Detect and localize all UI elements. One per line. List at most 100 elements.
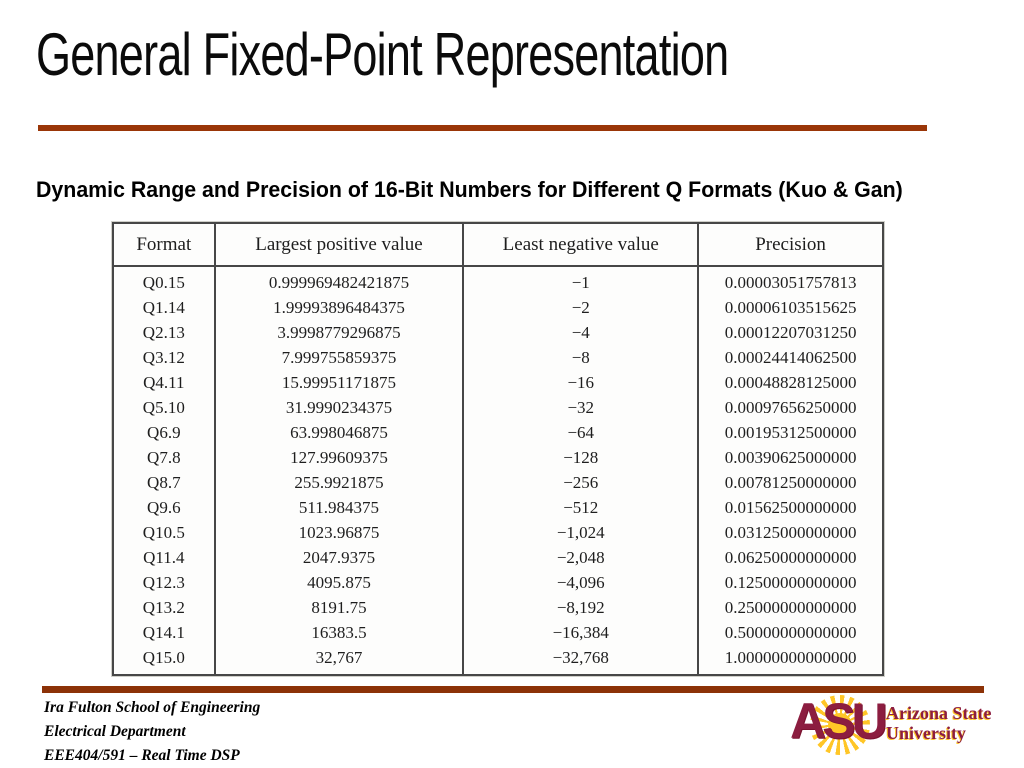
header-cell-least-negative: Least negative value xyxy=(462,223,699,267)
table-cell: 15.99951171875 xyxy=(213,370,464,395)
table-cell: 0.999969482421875 xyxy=(213,266,464,295)
table-cell: Q5.10 xyxy=(142,398,185,417)
table-cell: 0.00024414062500 xyxy=(697,345,883,370)
table-cell: −1 xyxy=(462,266,699,295)
table-cell: 0.03125000000000 xyxy=(697,520,883,545)
asu-acronym: ASU xyxy=(790,693,888,749)
table-cell: 0.50000000000000 xyxy=(697,620,883,645)
table-cell: 0.00012207031250 xyxy=(697,320,883,345)
table-row: Q5.10 31.9990234375 −32 0.00097656250000 xyxy=(113,395,883,420)
table-row: Q6.9 63.998046875 −64 0.00195312500000 xyxy=(113,420,883,445)
table-cell: 16383.5 xyxy=(213,620,464,645)
table-row: Q14.1 16383.5 −16,384 0.50000000000000 xyxy=(113,620,883,645)
table-row: Q9.6 511.984375 −512 0.01562500000000 xyxy=(113,495,883,520)
table-cell: 0.00781250000000 xyxy=(697,470,883,495)
table-cell: 0.25000000000000 xyxy=(697,595,883,620)
table-cell: Q3.12 xyxy=(142,348,185,367)
header-cell-format: Format xyxy=(113,223,215,267)
table-row: Q1.14 1.99993896484375 −2 0.00006103515625 xyxy=(113,295,883,320)
table-cell: Q9.6 xyxy=(147,498,181,517)
table-row: Q0.15 0.999969482421875 −1 0.00003051757813 xyxy=(113,266,883,295)
table-cell: −8,192 xyxy=(462,595,699,620)
sunburst-core-icon xyxy=(828,713,852,737)
table-cell: 0.00048828125000 xyxy=(697,370,883,395)
table-row: Q13.2 8191.75 −8,192 0.25000000000000 xyxy=(113,595,883,620)
table-cell: 32,767 xyxy=(213,645,464,675)
table-cell: 127.99609375 xyxy=(213,445,464,470)
table-cell: 0.00390625000000 xyxy=(697,445,883,470)
table-cell: 1.99993896484375 xyxy=(213,295,464,320)
title-divider xyxy=(38,125,927,131)
table-cell: −4 xyxy=(462,320,699,345)
table-cell: 4095.875 xyxy=(213,570,464,595)
table-cell: 0.00195312500000 xyxy=(697,420,883,445)
page-title: General Fixed-Point Representation xyxy=(36,21,729,88)
table-cell: Q11.4 xyxy=(143,548,185,567)
table-cell: −128 xyxy=(462,445,699,470)
table-cell: Q7.8 xyxy=(147,448,181,467)
header-cell-largest-positive: Largest positive value xyxy=(213,223,464,267)
table-cell: 8191.75 xyxy=(213,595,464,620)
table-cell: −32,768 xyxy=(462,645,699,675)
table-row: Q12.3 4095.875 −4,096 0.12500000000000 xyxy=(113,570,883,595)
table-cell: Q14.1 xyxy=(142,623,185,642)
table-cell: 0.06250000000000 xyxy=(697,545,883,570)
asu-name-line1: Arizona State xyxy=(886,703,992,723)
table-cell: 0.01562500000000 xyxy=(697,495,883,520)
asu-university-name: Arizona State University xyxy=(886,703,991,743)
table-cell: 31.9990234375 xyxy=(213,395,464,420)
table-cell: 3.9998779296875 xyxy=(213,320,464,345)
table-cell: Q4.11 xyxy=(143,373,185,392)
table-cell: 0.00006103515625 xyxy=(697,295,883,320)
table-cell: 0.00003051757813 xyxy=(697,266,883,295)
table-body: Q0.15 0.999969482421875 −1 0.00003051757813… xyxy=(113,266,883,675)
table-cell: −1,024 xyxy=(462,520,699,545)
footer-line-department: Electrical Department xyxy=(44,723,186,740)
table-cell: Q10.5 xyxy=(142,523,185,542)
footer-line-school: Ira Fulton School of Engineering xyxy=(44,699,261,716)
table-cell: −2 xyxy=(462,295,699,320)
table-row: Q8.7 255.9921875 −256 0.00781250000000 xyxy=(113,470,883,495)
table-cell: Q12.3 xyxy=(142,573,185,592)
table-row: Q3.12 7.999755859375 −8 0.00024414062500 xyxy=(113,345,883,370)
asu-logo: ASU Arizona State University xyxy=(788,693,998,755)
asu-name-line2: University xyxy=(886,723,966,743)
table-header-row: Format Largest positive value Least nega… xyxy=(113,223,883,267)
table-caption: Dynamic Range and Precision of 16-Bit Nu… xyxy=(36,177,903,202)
table-cell: 7.999755859375 xyxy=(213,345,464,370)
table-cell: 511.984375 xyxy=(213,495,464,520)
table-cell: −32 xyxy=(462,395,699,420)
table-row: Q4.11 15.99951171875 −16 0.00048828125000 xyxy=(113,370,883,395)
table-cell: 255.9921875 xyxy=(213,470,464,495)
qformat-table: Format Largest positive value Least nega… xyxy=(112,222,884,676)
table-cell: 1023.96875 xyxy=(213,520,464,545)
table-cell: −64 xyxy=(462,420,699,445)
footer-text-block: Ira Fulton School of Engineering Electri… xyxy=(44,696,260,768)
table-cell: −16 xyxy=(462,370,699,395)
table-cell: 0.00097656250000 xyxy=(697,395,883,420)
qformat-table-scan: Format Largest positive value Least nega… xyxy=(112,222,884,676)
table-row: Q7.8 127.99609375 −128 0.00390625000000 xyxy=(113,445,883,470)
header-cell-precision: Precision xyxy=(697,223,883,267)
table-cell: Q1.14 xyxy=(142,298,185,317)
table-cell: −8 xyxy=(462,345,699,370)
table-cell: Q0.15 xyxy=(142,273,185,292)
table-row: Q15.0 32,767 −32,768 1.00000000000000 xyxy=(113,645,883,675)
table-row: Q10.5 1023.96875 −1,024 0.03125000000000 xyxy=(113,520,883,545)
footer-line-course: EEE404/591 – Real Time DSP xyxy=(44,747,240,764)
table-cell: 1.00000000000000 xyxy=(697,645,883,675)
table-cell: −2,048 xyxy=(462,545,699,570)
table-cell: −16,384 xyxy=(462,620,699,645)
table-cell: 63.998046875 xyxy=(213,420,464,445)
table-cell: Q6.9 xyxy=(147,423,181,442)
table-cell: Q2.13 xyxy=(142,323,185,342)
table-cell: −512 xyxy=(462,495,699,520)
table-cell: 0.12500000000000 xyxy=(697,570,883,595)
table-cell: −256 xyxy=(462,470,699,495)
table-cell: 2047.9375 xyxy=(213,545,464,570)
table-cell: Q15.0 xyxy=(142,648,185,667)
table-cell: Q13.2 xyxy=(142,598,185,617)
footer-divider xyxy=(42,686,984,693)
table-row: Q11.4 2047.9375 −2,048 0.06250000000000 xyxy=(113,545,883,570)
